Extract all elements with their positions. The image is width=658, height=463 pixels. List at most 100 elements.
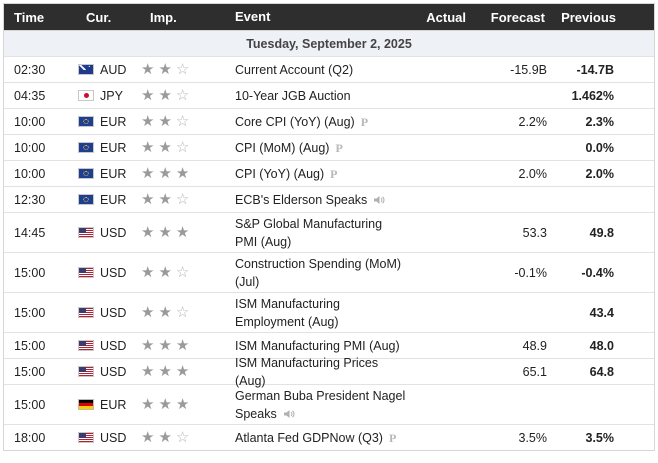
star-filled-icon: ★ (158, 363, 172, 380)
star-filled-icon: ★ (141, 139, 155, 156)
event-time: 10:00 (14, 140, 46, 155)
star-filled-icon: ★ (158, 87, 172, 104)
event-time: 15:00 (14, 338, 46, 353)
event-time: 18:00 (14, 430, 46, 445)
event-time: 14:45 (14, 225, 46, 240)
header-event[interactable]: Event (235, 9, 271, 24)
speaker-icon (374, 195, 385, 204)
star-filled-icon: ★ (141, 165, 155, 182)
star-filled-icon: ★ (175, 363, 190, 380)
header-importance[interactable]: Imp. (150, 9, 177, 25)
currency-code: JPY (100, 88, 123, 103)
event-name-link[interactable]: CPI (MoM) (Aug) (235, 140, 330, 155)
importance-rating: ★ ★ ☆ (128, 192, 216, 207)
table-row[interactable]: 12:30 EUR ★ ★ ☆ ECB's Elderson Speaks (4, 186, 654, 212)
importance-rating: ★ ★ ☆ (128, 62, 216, 77)
star-filled-icon: ★ (158, 429, 172, 446)
us-flag-icon (78, 432, 94, 443)
forecast-value: 65.1 (522, 364, 547, 379)
event-name-link[interactable]: ISM Manufacturing Employment (Aug) (235, 296, 340, 329)
event-name-link[interactable]: Current Account (Q2) (235, 62, 354, 77)
eu-flag-icon (78, 194, 94, 205)
event-currency: USD (62, 306, 128, 320)
event-name-link[interactable]: S&P Global Manufacturing PMI (Aug) (235, 216, 383, 249)
currency-code: EUR (100, 114, 127, 129)
currency-code: EUR (100, 140, 127, 155)
importance-rating: ★ ★ ☆ (128, 265, 216, 280)
previous-value: 64.8 (589, 364, 614, 379)
table-row[interactable]: 15:00 USD ★ ★ ☆ ISM Manufacturing Employment … (4, 292, 654, 332)
star-filled-icon: ★ (141, 113, 155, 130)
importance-rating: ★ ★ ★ (128, 364, 216, 379)
header-currency[interactable]: Cur. (86, 9, 112, 25)
event-currency: EUR (62, 167, 128, 181)
event-time: 12:30 (14, 192, 46, 207)
header-time[interactable]: Time (14, 9, 45, 25)
star-filled-icon: ★ (158, 337, 172, 354)
star-empty-icon: ☆ (175, 87, 190, 104)
star-empty-icon: ☆ (175, 429, 190, 446)
star-filled-icon: ★ (158, 264, 172, 281)
event-time: 15:00 (14, 265, 46, 280)
event-name-link[interactable]: CPI (YoY) (Aug) (235, 166, 325, 181)
header-forecast[interactable]: Forecast (490, 9, 545, 25)
us-flag-icon (78, 366, 94, 377)
event-name-link[interactable]: German Buba President Nagel Speaks (235, 388, 406, 421)
table-row[interactable]: 18:00 USD ★ ★ ☆ Atlanta Fed GDPNow (Q3) P 3.5% 3… (4, 424, 654, 450)
currency-code: USD (100, 364, 127, 379)
table-row[interactable]: 15:00 USD ★ ★ ★ ISM Manufacturing PMI (Aug) 48… (4, 332, 654, 358)
table-row[interactable]: 15:00 EUR ★ ★ ★ German Buba President Nagel S… (4, 384, 654, 424)
forecast-value: 53.3 (522, 225, 547, 240)
currency-code: USD (100, 430, 127, 445)
event-time: 10:00 (14, 166, 46, 181)
importance-rating: ★ ★ ☆ (128, 114, 216, 129)
star-filled-icon: ★ (141, 337, 155, 354)
table-row[interactable]: 14:45 USD ★ ★ ★ S&P Global Manufacturing PMI … (4, 212, 654, 252)
preliminary-icon: P (330, 166, 338, 181)
table-row[interactable]: 10:00 EUR ★ ★ ★ CPI (YoY) (Aug) P 2.0% 2.0% (4, 160, 654, 186)
table-row[interactable]: 04:35 JPY ★ ★ ☆ 10-Year JGB Auction 1.462% (4, 82, 654, 108)
star-filled-icon: ★ (141, 264, 155, 281)
star-empty-icon: ☆ (175, 113, 190, 130)
event-name-link[interactable]: ECB's Elderson Speaks (235, 192, 368, 207)
table-row[interactable]: 10:00 EUR ★ ★ ☆ CPI (MoM) (Aug) P 0.0% (4, 134, 654, 160)
previous-value: 1.462% (571, 88, 614, 103)
forecast-value: -15.9B (510, 62, 547, 77)
star-filled-icon: ★ (141, 191, 155, 208)
event-name-link[interactable]: 10-Year JGB Auction (235, 88, 351, 103)
star-filled-icon: ★ (141, 396, 155, 413)
event-currency: EUR (62, 398, 128, 412)
event-cell: Atlanta Fed GDPNow (Q3) P (216, 429, 406, 447)
previous-value: 48.0 (589, 338, 614, 353)
event-name-link[interactable]: Atlanta Fed GDPNow (Q3) (235, 430, 383, 445)
event-cell: ISM Manufacturing Prices (Aug) (216, 354, 406, 390)
table-header: Time Cur. Imp. Event Actual Forecast Pre… (4, 4, 654, 30)
event-cell: 10-Year JGB Auction (216, 87, 406, 105)
header-previous[interactable]: Previous (561, 9, 616, 25)
event-cell: CPI (YoY) (Aug) P (216, 165, 406, 183)
star-filled-icon: ★ (141, 429, 155, 446)
currency-code: USD (100, 225, 127, 240)
forecast-value: 2.2% (518, 114, 548, 129)
event-name-link[interactable]: ISM Manufacturing PMI (Aug) (235, 338, 400, 353)
japan-flag-icon (78, 90, 94, 101)
event-name-link[interactable]: Core CPI (YoY) (Aug) (235, 114, 355, 129)
event-time: 15:00 (14, 364, 46, 379)
table-row[interactable]: 10:00 EUR ★ ★ ☆ Core CPI (YoY) (Aug) P 2.2% 2.3% (4, 108, 654, 134)
table-row[interactable]: 15:00 USD ★ ★ ★ ISM Manufacturing Prices (Aug… (4, 356, 654, 388)
table-row[interactable]: 02:30AUD★★☆Current Account (Q2)-15.9B-14… (4, 56, 654, 82)
event-name-link[interactable]: Construction Spending (MoM) (Jul) (235, 256, 402, 289)
star-filled-icon: ★ (141, 87, 155, 104)
event-name-link[interactable]: ISM Manufacturing Prices (Aug) (235, 355, 379, 388)
event-currency: EUR (62, 141, 128, 155)
forecast-value: 48.9 (522, 338, 547, 353)
event-cell: CPI (MoM) (Aug) P (216, 139, 406, 157)
header-actual[interactable]: Actual (426, 9, 466, 25)
currency-code: EUR (100, 166, 127, 181)
currency-code: USD (100, 338, 127, 353)
table-row[interactable]: 15:00 USD ★ ★ ☆ Construction Spending (MoM) (… (4, 252, 654, 292)
previous-value: 2.3% (585, 114, 615, 129)
event-time: 15:00 (14, 305, 46, 320)
speaker-icon (283, 409, 295, 418)
event-time: 04:35 (14, 88, 46, 103)
